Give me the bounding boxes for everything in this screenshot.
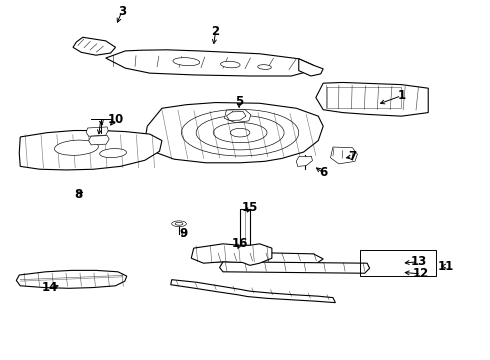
Text: 6: 6 (319, 166, 327, 179)
Polygon shape (316, 82, 428, 116)
Polygon shape (205, 252, 323, 264)
Text: 14: 14 (41, 281, 58, 294)
Text: 12: 12 (413, 267, 429, 280)
Text: 9: 9 (179, 227, 188, 240)
Text: 15: 15 (242, 202, 258, 215)
Text: 8: 8 (74, 188, 82, 201)
Polygon shape (145, 103, 323, 163)
Polygon shape (220, 262, 369, 273)
Text: 16: 16 (232, 237, 248, 250)
Text: 3: 3 (118, 5, 126, 18)
Polygon shape (73, 37, 116, 55)
Bar (360, 250, 436, 276)
Text: 1: 1 (397, 89, 405, 102)
Ellipse shape (173, 58, 200, 66)
Polygon shape (224, 110, 251, 123)
Ellipse shape (258, 65, 271, 69)
Ellipse shape (220, 61, 240, 68)
Ellipse shape (175, 222, 183, 225)
Text: 7: 7 (348, 150, 357, 163)
Text: 10: 10 (107, 113, 123, 126)
Text: 5: 5 (235, 95, 243, 108)
Polygon shape (106, 50, 314, 76)
Polygon shape (171, 280, 335, 303)
Ellipse shape (54, 140, 98, 156)
Text: 11: 11 (437, 260, 453, 273)
Polygon shape (19, 131, 162, 170)
Polygon shape (191, 244, 272, 265)
Polygon shape (331, 147, 357, 164)
Polygon shape (299, 59, 323, 76)
Polygon shape (296, 156, 313, 166)
Ellipse shape (230, 129, 250, 137)
Ellipse shape (196, 116, 284, 150)
Text: 2: 2 (212, 25, 220, 38)
Ellipse shape (213, 123, 267, 143)
Polygon shape (240, 210, 250, 244)
Polygon shape (86, 127, 108, 136)
Ellipse shape (172, 221, 186, 226)
Ellipse shape (99, 149, 126, 158)
Ellipse shape (181, 109, 299, 156)
Polygon shape (89, 135, 109, 145)
Text: 13: 13 (410, 255, 427, 268)
Polygon shape (16, 270, 127, 288)
